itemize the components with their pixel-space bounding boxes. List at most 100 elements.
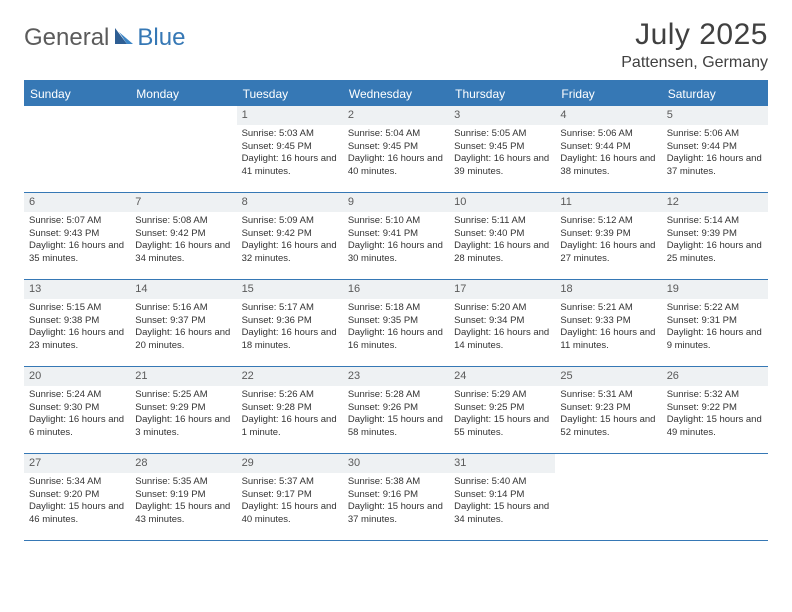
day-cell: 21Sunrise: 5:25 AMSunset: 9:29 PMDayligh… (130, 367, 236, 453)
day-body: Sunrise: 5:20 AMSunset: 9:34 PMDaylight:… (449, 299, 555, 357)
daylight-text: Daylight: 16 hours and 14 minutes. (454, 327, 550, 353)
sunset-text: Sunset: 9:40 PM (454, 228, 550, 241)
day-number: 20 (24, 367, 130, 386)
sunrise-text: Sunrise: 5:34 AM (29, 476, 125, 489)
day-number: 18 (555, 280, 661, 299)
day-number: 4 (555, 106, 661, 125)
sunrise-text: Sunrise: 5:20 AM (454, 302, 550, 315)
day-body: Sunrise: 5:25 AMSunset: 9:29 PMDaylight:… (130, 386, 236, 444)
weeks-container: 1Sunrise: 5:03 AMSunset: 9:45 PMDaylight… (24, 106, 768, 541)
daylight-text: Daylight: 16 hours and 18 minutes. (242, 327, 338, 353)
daylight-text: Daylight: 16 hours and 40 minutes. (348, 153, 444, 179)
day-body: Sunrise: 5:07 AMSunset: 9:43 PMDaylight:… (24, 212, 130, 270)
day-number: 1 (237, 106, 343, 125)
day-number: 30 (343, 454, 449, 473)
sunrise-text: Sunrise: 5:32 AM (667, 389, 763, 402)
daylight-text: Daylight: 15 hours and 52 minutes. (560, 414, 656, 440)
sunrise-text: Sunrise: 5:28 AM (348, 389, 444, 402)
day-body: Sunrise: 5:32 AMSunset: 9:22 PMDaylight:… (662, 386, 768, 444)
day-body: Sunrise: 5:15 AMSunset: 9:38 PMDaylight:… (24, 299, 130, 357)
sunset-text: Sunset: 9:35 PM (348, 315, 444, 328)
day-number: 8 (237, 193, 343, 212)
daylight-text: Daylight: 15 hours and 34 minutes. (454, 501, 550, 527)
day-cell: 22Sunrise: 5:26 AMSunset: 9:28 PMDayligh… (237, 367, 343, 453)
day-number: 12 (662, 193, 768, 212)
day-number: 24 (449, 367, 555, 386)
sunset-text: Sunset: 9:42 PM (242, 228, 338, 241)
weekday-header: Tuesday (237, 83, 343, 106)
daylight-text: Daylight: 15 hours and 46 minutes. (29, 501, 125, 527)
day-body: Sunrise: 5:14 AMSunset: 9:39 PMDaylight:… (662, 212, 768, 270)
sunrise-text: Sunrise: 5:15 AM (29, 302, 125, 315)
day-cell: 7Sunrise: 5:08 AMSunset: 9:42 PMDaylight… (130, 193, 236, 279)
day-cell: 13Sunrise: 5:15 AMSunset: 9:38 PMDayligh… (24, 280, 130, 366)
logo-sail-icon (113, 26, 135, 51)
day-number: 3 (449, 106, 555, 125)
daylight-text: Daylight: 16 hours and 39 minutes. (454, 153, 550, 179)
location-label: Pattensen, Germany (621, 54, 768, 72)
sunrise-text: Sunrise: 5:24 AM (29, 389, 125, 402)
sunset-text: Sunset: 9:39 PM (560, 228, 656, 241)
daylight-text: Daylight: 15 hours and 43 minutes. (135, 501, 231, 527)
header: General Blue July 2025 Pattensen, German… (24, 18, 768, 72)
daylight-text: Daylight: 15 hours and 58 minutes. (348, 414, 444, 440)
sunrise-text: Sunrise: 5:05 AM (454, 128, 550, 141)
weekday-header: Saturday (662, 83, 768, 106)
weekday-header: Sunday (24, 83, 130, 106)
day-body: Sunrise: 5:03 AMSunset: 9:45 PMDaylight:… (237, 125, 343, 183)
sunrise-text: Sunrise: 5:08 AM (135, 215, 231, 228)
day-body: Sunrise: 5:10 AMSunset: 9:41 PMDaylight:… (343, 212, 449, 270)
sunrise-text: Sunrise: 5:21 AM (560, 302, 656, 315)
sunset-text: Sunset: 9:33 PM (560, 315, 656, 328)
day-body: Sunrise: 5:05 AMSunset: 9:45 PMDaylight:… (449, 125, 555, 183)
day-cell: 16Sunrise: 5:18 AMSunset: 9:35 PMDayligh… (343, 280, 449, 366)
day-cell: 17Sunrise: 5:20 AMSunset: 9:34 PMDayligh… (449, 280, 555, 366)
day-cell: 19Sunrise: 5:22 AMSunset: 9:31 PMDayligh… (662, 280, 768, 366)
day-cell: 28Sunrise: 5:35 AMSunset: 9:19 PMDayligh… (130, 454, 236, 540)
sunset-text: Sunset: 9:14 PM (454, 489, 550, 502)
sunrise-text: Sunrise: 5:03 AM (242, 128, 338, 141)
daylight-text: Daylight: 16 hours and 3 minutes. (135, 414, 231, 440)
sunrise-text: Sunrise: 5:04 AM (348, 128, 444, 141)
day-number: 31 (449, 454, 555, 473)
week-row: 27Sunrise: 5:34 AMSunset: 9:20 PMDayligh… (24, 454, 768, 541)
day-body: Sunrise: 5:22 AMSunset: 9:31 PMDaylight:… (662, 299, 768, 357)
sunset-text: Sunset: 9:29 PM (135, 402, 231, 415)
sunset-text: Sunset: 9:44 PM (560, 141, 656, 154)
sunset-text: Sunset: 9:26 PM (348, 402, 444, 415)
daylight-text: Daylight: 16 hours and 35 minutes. (29, 240, 125, 266)
day-cell: 2Sunrise: 5:04 AMSunset: 9:45 PMDaylight… (343, 106, 449, 192)
day-body: Sunrise: 5:17 AMSunset: 9:36 PMDaylight:… (237, 299, 343, 357)
sunset-text: Sunset: 9:36 PM (242, 315, 338, 328)
sunrise-text: Sunrise: 5:35 AM (135, 476, 231, 489)
logo: General Blue (24, 24, 185, 52)
day-cell: 10Sunrise: 5:11 AMSunset: 9:40 PMDayligh… (449, 193, 555, 279)
day-number: 28 (130, 454, 236, 473)
day-body: Sunrise: 5:40 AMSunset: 9:14 PMDaylight:… (449, 473, 555, 531)
day-body: Sunrise: 5:29 AMSunset: 9:25 PMDaylight:… (449, 386, 555, 444)
week-row: 13Sunrise: 5:15 AMSunset: 9:38 PMDayligh… (24, 280, 768, 367)
week-row: 20Sunrise: 5:24 AMSunset: 9:30 PMDayligh… (24, 367, 768, 454)
day-cell: 29Sunrise: 5:37 AMSunset: 9:17 PMDayligh… (237, 454, 343, 540)
day-cell (555, 454, 661, 540)
day-cell: 12Sunrise: 5:14 AMSunset: 9:39 PMDayligh… (662, 193, 768, 279)
sunset-text: Sunset: 9:39 PM (667, 228, 763, 241)
sunrise-text: Sunrise: 5:12 AM (560, 215, 656, 228)
day-number: 10 (449, 193, 555, 212)
day-number: 14 (130, 280, 236, 299)
sunset-text: Sunset: 9:17 PM (242, 489, 338, 502)
day-body: Sunrise: 5:37 AMSunset: 9:17 PMDaylight:… (237, 473, 343, 531)
day-body: Sunrise: 5:18 AMSunset: 9:35 PMDaylight:… (343, 299, 449, 357)
day-number: 9 (343, 193, 449, 212)
daylight-text: Daylight: 15 hours and 40 minutes. (242, 501, 338, 527)
day-body: Sunrise: 5:04 AMSunset: 9:45 PMDaylight:… (343, 125, 449, 183)
day-body: Sunrise: 5:38 AMSunset: 9:16 PMDaylight:… (343, 473, 449, 531)
sunset-text: Sunset: 9:23 PM (560, 402, 656, 415)
day-cell: 6Sunrise: 5:07 AMSunset: 9:43 PMDaylight… (24, 193, 130, 279)
sunset-text: Sunset: 9:41 PM (348, 228, 444, 241)
sunrise-text: Sunrise: 5:09 AM (242, 215, 338, 228)
day-cell: 1Sunrise: 5:03 AMSunset: 9:45 PMDaylight… (237, 106, 343, 192)
day-number: 2 (343, 106, 449, 125)
calendar: Sunday Monday Tuesday Wednesday Thursday… (24, 80, 768, 541)
title-block: July 2025 Pattensen, Germany (621, 18, 768, 72)
